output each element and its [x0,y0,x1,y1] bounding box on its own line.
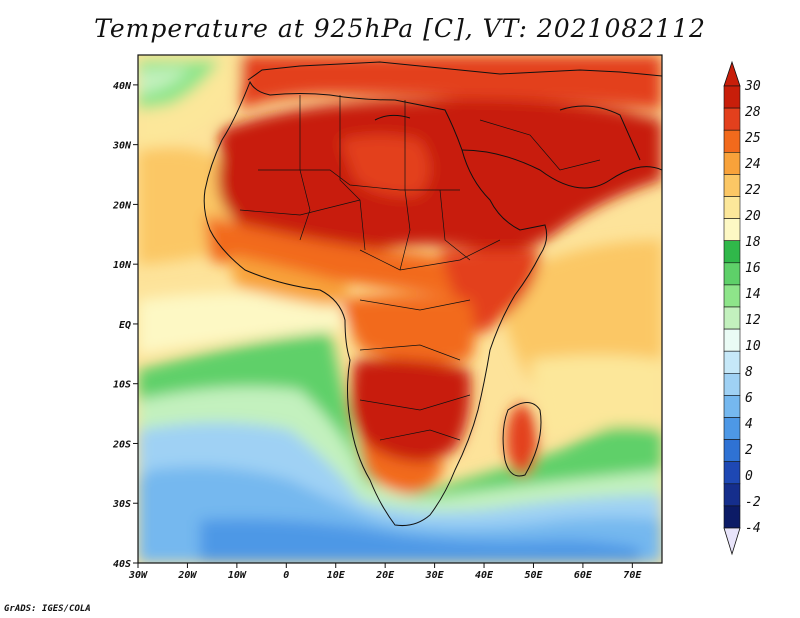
lon-tick-label: 40E [475,570,494,581]
lat-tick-label: 30N [112,141,132,152]
temperature-field [138,55,662,563]
lon-tick-label: 0 [283,570,289,581]
lon-tick-label: 20W [177,570,197,581]
colorbar-box [723,218,741,242]
coastlines [203,61,662,526]
colorbar-box [723,350,741,374]
lat-tick-label: 10S [113,380,131,391]
lat-tick-label: 10N [113,260,132,271]
colorbar-label: 8 [745,365,753,380]
colorbar-box [723,196,741,219]
colorbar-box [723,306,741,330]
colorbar-label: 24 [745,157,761,172]
lat-tick-label: 20N [112,200,132,211]
lon-tick-label: 10E [327,570,346,581]
colorbar-label: 0 [745,469,753,484]
colorbar-box [723,129,741,153]
colorbar-label: -2 [745,495,761,510]
colorbar-box [723,152,741,175]
colorbar-label: 20 [745,209,761,224]
map-title: Temperature at 925hPa [C], VT: 202108211… [94,14,706,43]
lon-tick-label: 70E [623,570,642,581]
colorbar-box [723,417,741,440]
colorbar-label: -4 [745,521,761,536]
map-frame [137,54,663,564]
colorbar-box [723,461,741,485]
credit-text: GrADS: IGES/COLA [4,604,91,614]
lon-tick-label: 30W [128,570,148,581]
colorbar-box [723,328,741,352]
colorbar-label: 10 [745,339,761,354]
colorbar-box [723,505,741,529]
colorbar-box [723,395,741,418]
colorbar-under-arrow [723,527,741,556]
colorbar-label: 12 [745,313,761,328]
country-borders [239,95,601,441]
colorbar-label: 30 [744,79,761,94]
colorbar-label: 14 [745,287,761,302]
colorbar-box [723,85,741,109]
colorbar-label: 2 [745,443,753,458]
lat-tick-label: 20S [112,439,131,450]
lat-tick-label: 30S [112,499,131,510]
colorbar-label: 16 [745,261,761,276]
lon-tick-label: 10W [228,570,247,581]
lon-tick-label: 30E [425,570,445,581]
colorbar-label: 18 [745,235,761,250]
colorbar-label: 22 [745,183,761,198]
colorbar-over-arrow [723,60,741,87]
axis-ticks: 30W 20W 10W 0 10E 20E 30E 40E 50E 60E 70E 40N 30N 20N… [112,81,642,581]
colorbar-box [723,107,741,131]
colorbar-box [723,262,741,286]
colorbar-label: 28 [745,105,761,120]
colorbar-box [723,372,741,396]
lat-tick-label: EQ [119,320,131,331]
colorbar-label: 25 [745,131,761,146]
colorbar-box [723,174,741,197]
lon-tick-label: 20E [375,570,395,581]
colorbar-label: 6 [745,391,753,406]
colorbar-box [723,483,741,507]
lon-tick-label: 50E [524,570,543,581]
lon-tick-label: 60E [574,570,593,581]
colorbar-label: 4 [745,417,753,432]
colorbar-box [723,240,741,264]
lat-tick-label: 40N [113,81,132,92]
lat-tick-label: 40S [113,559,131,570]
colorbar-box [723,284,741,308]
colorbar-box [723,439,741,463]
